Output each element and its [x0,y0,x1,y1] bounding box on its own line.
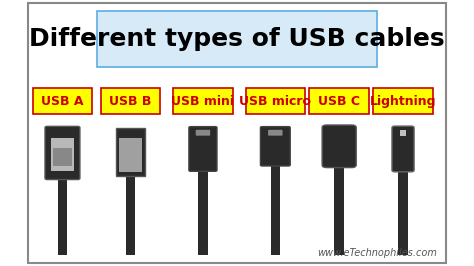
FancyBboxPatch shape [189,127,217,171]
Text: USB C: USB C [318,95,360,107]
Text: USB A: USB A [41,95,84,107]
FancyBboxPatch shape [268,130,283,136]
Text: USB micro: USB micro [239,95,311,107]
FancyBboxPatch shape [196,130,210,136]
FancyBboxPatch shape [119,138,142,172]
FancyBboxPatch shape [246,88,305,114]
FancyBboxPatch shape [116,128,145,176]
FancyBboxPatch shape [58,178,67,255]
FancyBboxPatch shape [51,138,74,171]
FancyBboxPatch shape [260,127,290,166]
FancyBboxPatch shape [198,170,208,255]
FancyBboxPatch shape [398,170,408,255]
FancyBboxPatch shape [373,88,433,114]
Text: www.eTechnophiles.com: www.eTechnophiles.com [317,248,437,258]
Text: USB B: USB B [109,95,152,107]
FancyBboxPatch shape [310,88,369,114]
FancyBboxPatch shape [45,126,80,180]
Text: USB mini: USB mini [172,95,235,107]
FancyBboxPatch shape [392,126,414,172]
FancyBboxPatch shape [33,88,92,114]
FancyBboxPatch shape [271,165,280,255]
FancyBboxPatch shape [97,11,377,66]
FancyBboxPatch shape [101,88,160,114]
FancyBboxPatch shape [400,130,406,136]
FancyBboxPatch shape [28,3,446,263]
FancyBboxPatch shape [335,165,344,255]
Text: Lightning: Lightning [370,95,436,107]
FancyBboxPatch shape [126,176,135,255]
FancyBboxPatch shape [322,125,356,168]
FancyBboxPatch shape [173,88,233,114]
Text: Different types of USB cables: Different types of USB cables [29,27,445,51]
FancyBboxPatch shape [53,148,72,165]
